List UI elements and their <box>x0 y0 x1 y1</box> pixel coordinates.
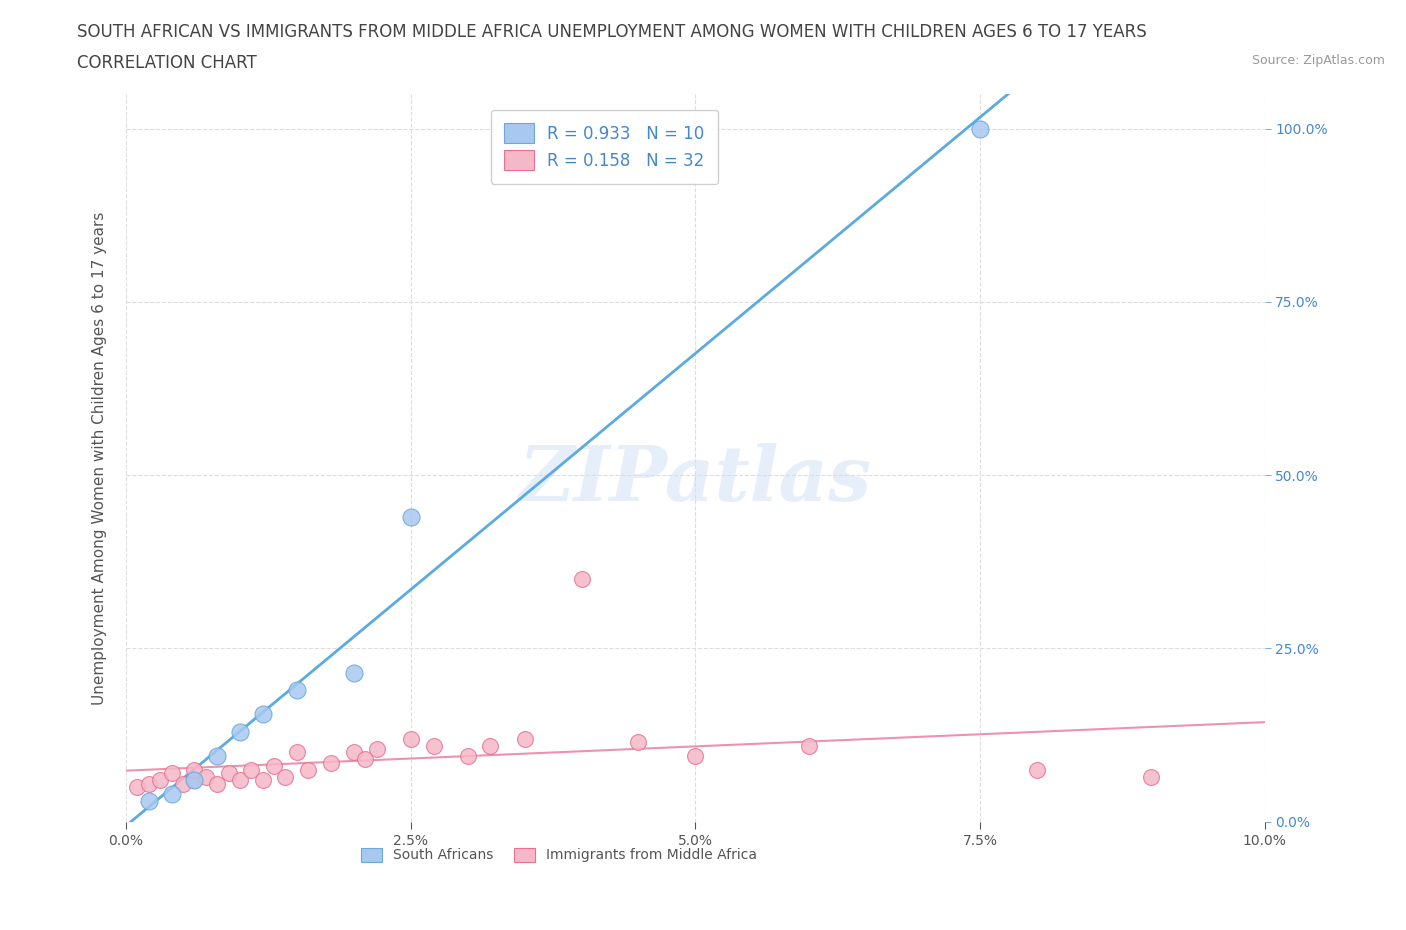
Point <box>627 735 650 750</box>
Point <box>138 777 160 791</box>
Point <box>513 731 536 746</box>
Point <box>343 745 366 760</box>
Point <box>1026 763 1049 777</box>
Point <box>252 707 274 722</box>
Legend: South Africans, Immigrants from Middle Africa: South Africans, Immigrants from Middle A… <box>354 841 763 870</box>
Point <box>969 121 991 136</box>
Point <box>479 738 502 753</box>
Point <box>422 738 444 753</box>
Point <box>172 777 194 791</box>
Point <box>274 769 297 784</box>
Point <box>571 572 593 587</box>
Point <box>194 769 217 784</box>
Point <box>366 741 388 756</box>
Point <box>160 787 183 802</box>
Point <box>263 759 285 774</box>
Point <box>205 777 228 791</box>
Point <box>1140 769 1163 784</box>
Point <box>218 765 240 780</box>
Point <box>183 763 205 777</box>
Text: CORRELATION CHART: CORRELATION CHART <box>77 54 257 72</box>
Point <box>160 765 183 780</box>
Point <box>285 745 308 760</box>
Point <box>399 510 422 525</box>
Point <box>297 763 319 777</box>
Point <box>343 665 366 680</box>
Point <box>183 773 205 788</box>
Point <box>457 749 479 764</box>
Point <box>240 763 263 777</box>
Point <box>127 779 149 794</box>
Text: ZIPatlas: ZIPatlas <box>519 443 872 517</box>
Point <box>685 749 707 764</box>
Point <box>399 731 422 746</box>
Point <box>319 755 342 770</box>
Text: Source: ZipAtlas.com: Source: ZipAtlas.com <box>1251 54 1385 67</box>
Text: SOUTH AFRICAN VS IMMIGRANTS FROM MIDDLE AFRICA UNEMPLOYMENT AMONG WOMEN WITH CHI: SOUTH AFRICAN VS IMMIGRANTS FROM MIDDLE … <box>77 23 1147 41</box>
Point <box>252 773 274 788</box>
Point <box>205 749 228 764</box>
Point <box>285 683 308 698</box>
Point <box>354 752 377 767</box>
Point <box>183 773 205 788</box>
Point <box>149 773 172 788</box>
Point <box>799 738 821 753</box>
Point <box>138 793 160 808</box>
Point <box>229 773 252 788</box>
Point <box>229 724 252 739</box>
Y-axis label: Unemployment Among Women with Children Ages 6 to 17 years: Unemployment Among Women with Children A… <box>93 211 107 705</box>
